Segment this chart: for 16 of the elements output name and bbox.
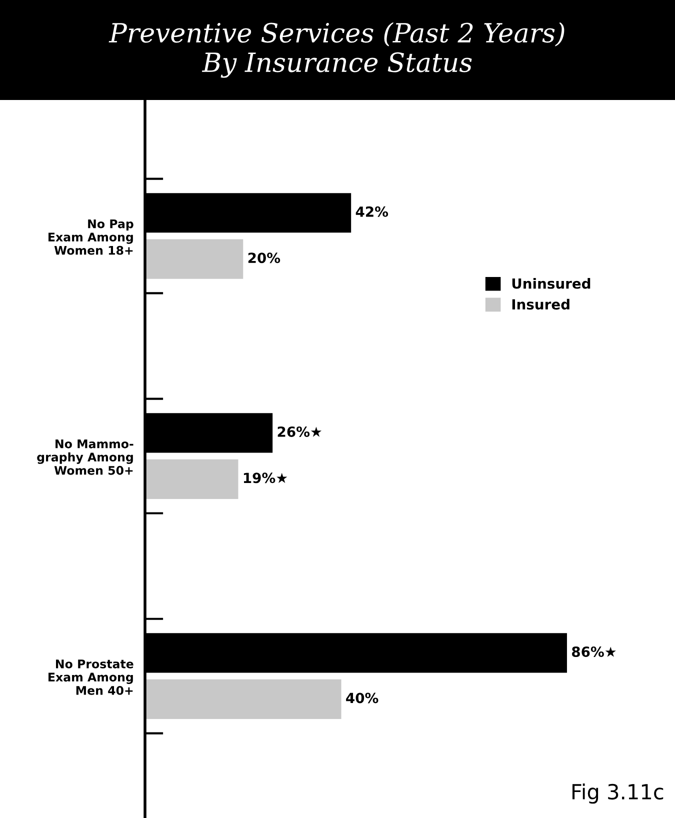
- legend-label: Insured: [512, 298, 570, 310]
- chart-title: Preventive Services (Past 2 Years) By Insurance Status: [108, 22, 564, 78]
- bar: [145, 679, 342, 719]
- legend-label: Uninsured: [512, 278, 590, 289]
- data-label: 19%★: [244, 472, 288, 484]
- data-label: 42%: [356, 206, 388, 217]
- caption: Fig 3.11c: [572, 783, 664, 804]
- y-tick-label: No Pap Exam Among Women 18+: [48, 219, 134, 255]
- y-tick-label: No Mammo- graphy Among Women 50+: [37, 440, 134, 475]
- data-label: 40%: [346, 692, 378, 704]
- data-label: 86%★: [572, 646, 616, 657]
- data-label: 20%: [248, 252, 280, 264]
- bar: [145, 459, 238, 499]
- y-tick-label: No Prostate Exam Among Men 40+: [48, 660, 134, 695]
- bar: [145, 239, 244, 279]
- data-label: 26%★: [278, 426, 322, 437]
